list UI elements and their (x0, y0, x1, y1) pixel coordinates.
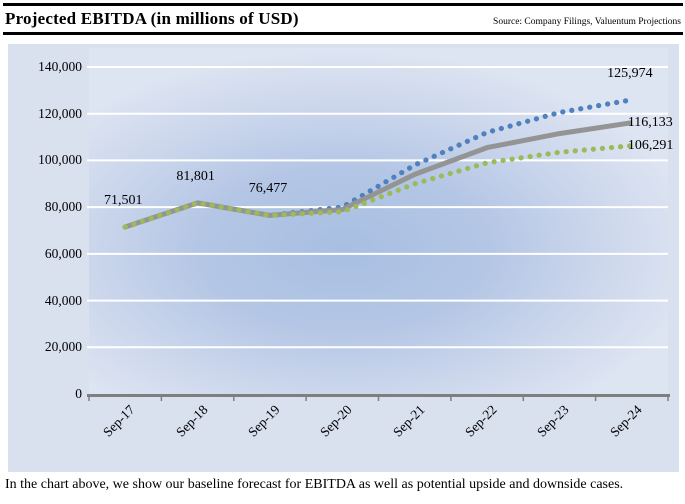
y-axis-tick-label: 20,000 (44, 339, 82, 355)
y-axis-tick-label: 0 (75, 386, 82, 401)
data-label: 76,477 (248, 181, 288, 197)
data-label: 106,291 (627, 137, 674, 153)
data-label: 116,133 (627, 114, 673, 130)
chart-caption: In the chart above, we show our baseline… (5, 477, 624, 492)
y-axis-tick-label: 40,000 (44, 292, 82, 308)
series-downside-case (122, 143, 635, 230)
y-axis-tick-label: 120,000 (38, 105, 82, 121)
y-axis-tick-label: 80,000 (44, 199, 82, 215)
plot-area (89, 48, 668, 394)
data-label: 125,974 (607, 65, 653, 81)
chart-header: Projected EBITDA (in millions of USD) So… (3, 3, 683, 35)
chart-canvas (87, 66, 670, 401)
y-axis-tick-label: 60,000 (44, 245, 82, 261)
chart-title: Projected EBITDA (in millions of USD) (5, 9, 299, 28)
source-note: Source: Company Filings, Valuentum Proje… (493, 17, 681, 27)
data-label: 81,801 (176, 168, 215, 184)
ebitda-line-chart: 140,000 120,000 100,000 80,000 60,000 40,000 2… (8, 44, 679, 472)
data-label: 71,501 (103, 192, 143, 208)
y-axis-tick-label: 100,000 (38, 152, 82, 168)
y-axis-tick-label: 140,000 (38, 59, 82, 74)
